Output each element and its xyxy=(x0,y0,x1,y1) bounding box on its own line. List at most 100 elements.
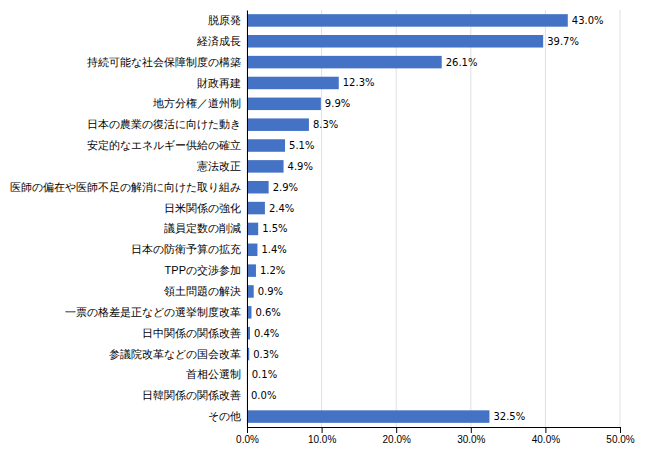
grid-line xyxy=(247,10,248,427)
x-tick-mark xyxy=(396,427,397,433)
y-tick-label: 脱原発 xyxy=(208,14,241,26)
bar xyxy=(247,410,489,423)
bar xyxy=(247,56,442,69)
data-label: 9.9% xyxy=(325,98,350,109)
y-tick: 参議院改革などの国会改革 xyxy=(109,348,247,360)
y-tick-label: 財政再建 xyxy=(197,76,241,88)
data-label: 1.4% xyxy=(261,244,286,255)
y-tick-label: 領土問題の解決 xyxy=(164,285,241,297)
y-tick: 首相公選制 xyxy=(186,368,247,380)
y-tick: 日中関係の関係改善 xyxy=(142,327,247,339)
x-axis: 0.0% 10.0% 20.0% 30.0% 40.0% 50.0% xyxy=(236,427,635,445)
x-tick: 40.0% xyxy=(532,427,560,445)
y-tick-label: 持続可能な社会保障制度の構築 xyxy=(87,56,241,68)
data-label: 26.1% xyxy=(446,57,478,68)
x-tick-mark xyxy=(471,427,472,433)
x-tick-mark xyxy=(545,427,546,433)
bar xyxy=(247,285,254,298)
data-label: 1.2% xyxy=(260,265,285,276)
data-label: 2.4% xyxy=(269,203,294,214)
bar xyxy=(247,14,568,27)
y-tick-label: 日中関係の関係改善 xyxy=(142,327,241,339)
data-label: 0.9% xyxy=(258,286,283,297)
x-tick-label: 0.0% xyxy=(236,434,259,445)
bar xyxy=(247,35,543,48)
y-tick-label: 参議院改革などの国会改革 xyxy=(109,348,241,360)
x-tick-mark xyxy=(322,427,323,433)
bar xyxy=(247,244,257,257)
bar xyxy=(247,264,256,277)
y-tick-label: 議員定数の削減 xyxy=(164,222,241,234)
bar xyxy=(247,223,258,236)
y-tick-label: 首相公選制 xyxy=(186,368,241,380)
x-tick: 50.0% xyxy=(606,427,634,445)
y-tick: 日本の農業の復活に向けた動き xyxy=(87,118,247,131)
y-tick-label: 医師の偏在や医師不足の解消に向けた取り組み xyxy=(10,181,241,194)
y-tick-label: 日本の農業の復活に向けた動き xyxy=(87,118,241,131)
data-label: 0.1% xyxy=(252,369,277,380)
bar xyxy=(247,77,339,90)
bar xyxy=(247,202,265,215)
y-tick: 地方分権／道州制 xyxy=(152,97,247,109)
y-tick: 経済成長 xyxy=(196,35,247,47)
data-label: 0.6% xyxy=(255,307,280,318)
y-tick: 日米関係の強化 xyxy=(164,202,247,214)
y-tick-label: 日米関係の強化 xyxy=(164,202,241,214)
data-label: 12.3% xyxy=(343,77,375,88)
y-tick-label: 経済成長 xyxy=(196,35,241,47)
chart: 43.0%39.7%26.1%12.3%9.9%8.3%5.1%4.9%2.9%… xyxy=(0,0,650,455)
y-tick: 議員定数の削減 xyxy=(164,222,247,234)
y-axis-line xyxy=(247,11,248,428)
data-label: 4.9% xyxy=(288,161,313,172)
y-tick: 安定的なエネルギー供給の確立 xyxy=(87,139,247,151)
y-tick-label: 安定的なエネルギー供給の確立 xyxy=(87,139,241,151)
data-labels: 43.0%39.7%26.1%12.3%9.9%8.3%5.1%4.9%2.9%… xyxy=(251,15,604,422)
x-tick-mark xyxy=(247,427,248,433)
bar xyxy=(247,139,285,152)
y-tick: TPPの交渉参加 xyxy=(165,264,247,276)
bar xyxy=(247,118,309,131)
data-label: 43.0% xyxy=(572,15,604,26)
x-axis-line xyxy=(248,428,621,434)
data-label: 8.3% xyxy=(313,119,338,130)
x-tick: 30.0% xyxy=(457,427,485,445)
data-label: 1.5% xyxy=(262,223,287,234)
y-tick: 脱原発 xyxy=(208,14,247,26)
x-tick-mark xyxy=(620,427,621,433)
y-tick-label: 憲法改正 xyxy=(196,160,241,172)
x-tick: 10.0% xyxy=(308,427,336,445)
y-tick-label: その他 xyxy=(208,410,241,422)
y-tick-label: 日韓関係の関係改善 xyxy=(142,389,241,401)
grid-line xyxy=(545,10,546,427)
y-tick-label: TPPの交渉参加 xyxy=(165,264,241,276)
grid xyxy=(247,10,620,427)
data-label: 0.3% xyxy=(253,349,278,360)
y-tick-label: 一票の格差是正などの選挙制度改革 xyxy=(65,306,241,318)
data-label: 39.7% xyxy=(547,36,579,47)
x-tick: 20.0% xyxy=(383,427,411,445)
bars xyxy=(247,14,568,423)
y-tick: 財政再建 xyxy=(197,76,247,88)
y-tick: 医師の偏在や医師不足の解消に向けた取り組み xyxy=(10,181,247,194)
plot: 43.0%39.7%26.1%12.3%9.9%8.3%5.1%4.9%2.9%… xyxy=(10,10,635,445)
x-tick: 0.0% xyxy=(236,427,259,445)
y-tick: 日韓関係の関係改善 xyxy=(142,389,247,401)
data-label: 0.4% xyxy=(254,328,279,339)
x-tick-label: 40.0% xyxy=(532,434,560,445)
y-tick: 日本の防衛予算の拡充 xyxy=(131,243,247,255)
y-tick: その他 xyxy=(208,410,247,422)
y-axis: 脱原発経済成長持続可能な社会保障制度の構築財政再建地方分権／道州制日本の農業の復… xyxy=(10,11,248,428)
x-tick-label: 30.0% xyxy=(457,434,485,445)
data-label: 32.5% xyxy=(493,411,525,422)
x-tick-label: 50.0% xyxy=(606,434,634,445)
x-tick-label: 20.0% xyxy=(383,434,411,445)
bar xyxy=(247,181,269,194)
y-tick: 一票の格差是正などの選挙制度改革 xyxy=(65,306,247,318)
data-label: 5.1% xyxy=(289,140,314,151)
data-label: 0.0% xyxy=(251,390,276,401)
y-tick: 領土問題の解決 xyxy=(164,285,247,297)
grid-line xyxy=(620,10,621,427)
y-tick: 憲法改正 xyxy=(196,160,247,172)
y-tick-label: 日本の防衛予算の拡充 xyxy=(131,243,241,255)
x-tick-label: 10.0% xyxy=(308,434,336,445)
